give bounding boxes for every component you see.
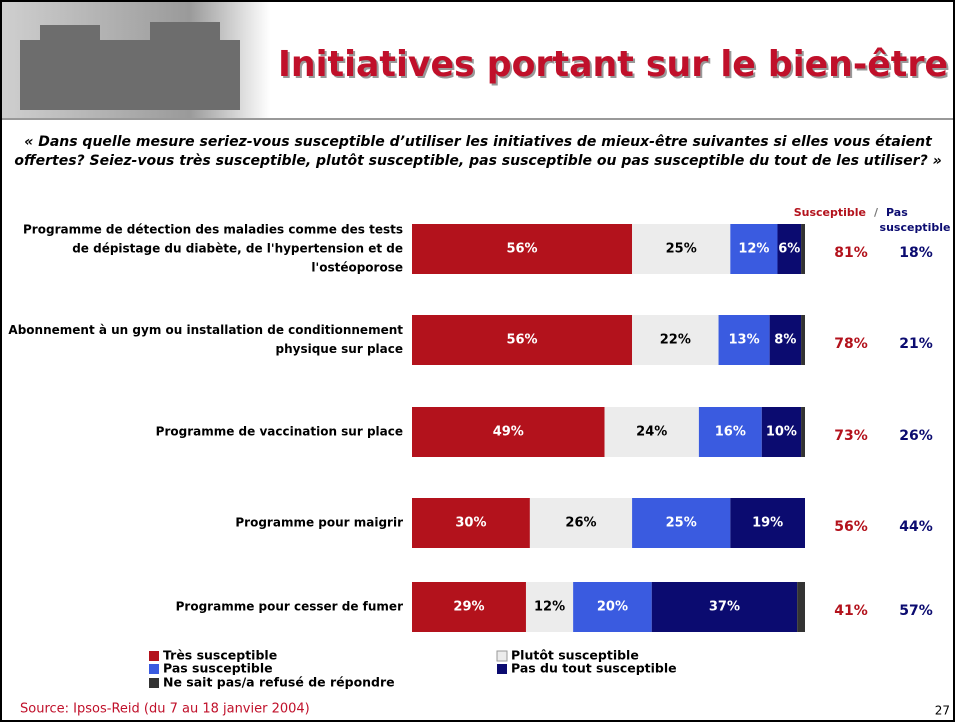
- total-label: 78%: [834, 336, 868, 352]
- total-header: Susceptible: [794, 206, 866, 219]
- title-shadow: Initiatives portant sur le bien-être: [280, 46, 950, 87]
- building: [20, 22, 240, 110]
- value-label: 29%: [453, 600, 484, 615]
- category-label: Programme de détection des maladies comm…: [23, 222, 403, 275]
- bar-segment: [698, 407, 762, 457]
- total-label: 56%: [834, 519, 868, 535]
- bar-segment: [412, 407, 605, 457]
- bar-segment: [412, 315, 633, 365]
- legend-label: Pas susceptible: [163, 661, 273, 676]
- value-label: 19%: [752, 516, 783, 531]
- total-label: 26%: [899, 428, 933, 444]
- category-label: Programme de vaccination sur place: [155, 424, 403, 439]
- value-label: 56%: [506, 333, 537, 348]
- category-label: Programme pour cesser de fumer: [175, 599, 403, 614]
- value-label: 20%: [597, 600, 628, 615]
- bar-segment: [604, 407, 699, 457]
- total-separator: /: [874, 206, 879, 219]
- value-label: 37%: [709, 600, 740, 615]
- bar-segment: [573, 582, 652, 632]
- bar-segment: [412, 224, 633, 274]
- bar-segment: [730, 224, 778, 274]
- bar-segment: [412, 582, 526, 632]
- legend-swatch: [149, 664, 159, 674]
- legend-swatch: [149, 651, 159, 661]
- bar-segment: [632, 315, 719, 365]
- value-label: 12%: [738, 242, 769, 257]
- total-label: 21%: [899, 336, 933, 352]
- value-label: 26%: [565, 516, 596, 531]
- chart-title: Initiatives portant sur le bien-être: [278, 44, 948, 85]
- total-label: 18%: [899, 245, 933, 261]
- total-label: 41%: [834, 603, 868, 619]
- bar-segment: [412, 498, 530, 548]
- total-header: susceptible: [880, 221, 951, 234]
- value-label: 12%: [534, 600, 565, 615]
- value-label: 6%: [778, 242, 800, 257]
- question: « Dans quelle mesure seriez-vous suscept…: [14, 134, 942, 169]
- legend-swatch: [496, 650, 508, 662]
- value-label: 49%: [493, 425, 524, 440]
- bar-segment: [797, 582, 805, 632]
- legend-label: Pas du tout susceptible: [511, 661, 677, 676]
- bar-segment: [801, 407, 805, 457]
- category-label: Abonnement à un gym ou installation de c…: [8, 323, 403, 356]
- value-label: 56%: [506, 242, 537, 257]
- bar-segment: [769, 315, 802, 365]
- value-label: 25%: [666, 516, 697, 531]
- legend-label: Plutôt susceptible: [511, 648, 639, 663]
- page-number: 27: [935, 704, 950, 718]
- bar-segment: [801, 224, 805, 274]
- bar-segment: [761, 407, 802, 457]
- legend-label: Très susceptible: [163, 648, 277, 663]
- bar-segment: [718, 315, 770, 365]
- value-label: 24%: [636, 425, 667, 440]
- legend-label: Ne sait pas/a refusé de répondre: [163, 675, 395, 690]
- total-label: 44%: [899, 519, 933, 535]
- bar-segment: [632, 224, 731, 274]
- value-label: 10%: [766, 425, 797, 440]
- bar-segment: [730, 498, 805, 548]
- bar-segment: [529, 498, 633, 548]
- value-label: 22%: [660, 333, 691, 348]
- value-label: 13%: [729, 333, 760, 348]
- value-label: 25%: [666, 242, 697, 257]
- value-label: 16%: [715, 425, 746, 440]
- source: Source: Ipsos-Reid (du 7 au 18 janvier 2…: [20, 702, 310, 717]
- total-label: 81%: [834, 245, 868, 261]
- bar-segment: [651, 582, 798, 632]
- value-label: 8%: [774, 333, 796, 348]
- total-header: Pas: [886, 206, 908, 219]
- bar-segment: [801, 315, 805, 365]
- total-label: 57%: [899, 603, 933, 619]
- legend-swatch: [497, 664, 507, 674]
- category-label: Programme pour maigrir: [235, 515, 403, 530]
- legend-swatch: [149, 678, 159, 688]
- value-label: 30%: [455, 516, 486, 531]
- bar-segment: [525, 582, 574, 632]
- bar-segment: [632, 498, 731, 548]
- bar-segment: [777, 224, 802, 274]
- total-label: 73%: [834, 428, 868, 444]
